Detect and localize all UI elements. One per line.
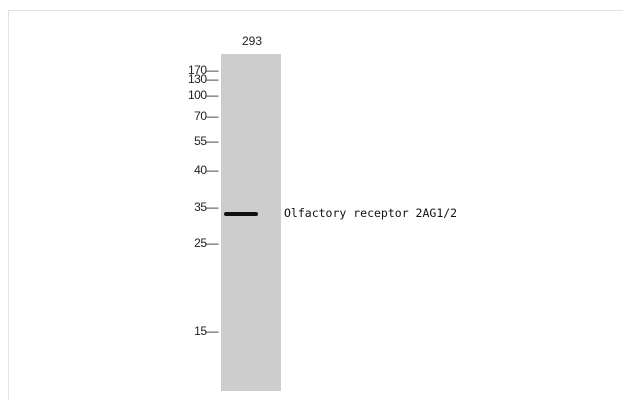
blot-frame (8, 10, 623, 400)
marker-55: 55— (194, 134, 218, 148)
marker-40: 40— (194, 163, 218, 177)
marker-130: 130— (187, 72, 219, 86)
marker-100: 100— (187, 88, 219, 102)
band-label: Olfactory receptor 2AG1/2 (284, 206, 458, 220)
lane-label: 293 (241, 34, 263, 48)
marker-170: 170— (187, 63, 219, 77)
marker-15: 15— (194, 324, 218, 338)
blot-lane (221, 54, 281, 391)
marker-70: 70— (194, 109, 218, 123)
marker-35: 35— (194, 200, 218, 214)
marker-25: 25— (194, 236, 218, 250)
protein-band (224, 212, 258, 216)
